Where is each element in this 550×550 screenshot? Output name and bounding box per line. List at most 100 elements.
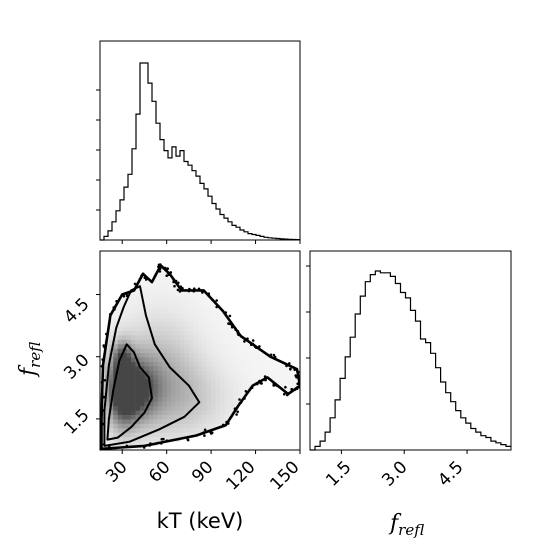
density-cell [224, 396, 230, 402]
outlier-point [138, 277, 142, 281]
outlier-point [258, 379, 261, 383]
density-cell [135, 419, 141, 424]
density-cell [197, 370, 203, 376]
density-cell [184, 348, 190, 354]
density-cell [162, 410, 167, 415]
density-cell [162, 286, 167, 292]
density-cell [206, 379, 212, 384]
density-cell [144, 436, 150, 442]
outlier-point [286, 393, 289, 397]
density-cell [202, 357, 207, 362]
density-cell [188, 343, 194, 349]
outlier-point [231, 323, 234, 327]
density-cell [255, 374, 261, 380]
density-cell [175, 299, 181, 305]
density-cell [117, 419, 123, 424]
density-cell [211, 343, 216, 349]
outlier-point [165, 439, 169, 443]
outlier-point [272, 353, 276, 357]
density-cell [295, 379, 300, 384]
density-cell [144, 330, 150, 336]
density-cell [202, 343, 207, 349]
density-cell [135, 388, 141, 393]
density-cell [126, 326, 132, 331]
density-cell [166, 419, 172, 424]
density-cell [157, 348, 163, 354]
density-cell [193, 383, 199, 389]
density-cell [162, 361, 167, 367]
density-cell [162, 282, 167, 287]
density-cell [197, 379, 203, 384]
density-cell [153, 392, 159, 398]
density-cell [126, 388, 132, 393]
density-cell [153, 379, 159, 384]
outlier-point [179, 285, 183, 289]
density-cell [171, 414, 176, 420]
density-cell [153, 374, 159, 380]
density-cell [180, 312, 185, 318]
density-cell [197, 330, 203, 336]
density-cell [131, 312, 136, 318]
density-cell [153, 312, 159, 318]
density-cell [188, 392, 194, 398]
density-cell [237, 335, 243, 340]
density-cell [193, 423, 199, 429]
density-cell [131, 321, 136, 327]
density-cell [122, 295, 127, 300]
density-cell [171, 299, 176, 305]
density-cell [153, 282, 159, 287]
density-cell [215, 366, 221, 371]
density-cell [148, 308, 154, 314]
outlier-point [293, 368, 297, 372]
density-cell [260, 366, 265, 371]
density-cell [206, 388, 212, 393]
density-cell [157, 330, 163, 336]
density-cell [211, 326, 216, 331]
density-cell [166, 339, 172, 345]
density-cell [246, 348, 252, 354]
density-cell [282, 366, 287, 371]
density-cell [264, 357, 270, 362]
density-cell [162, 330, 167, 336]
density-cell [180, 410, 185, 415]
density-cell [166, 423, 172, 429]
density-cell [108, 370, 114, 376]
density-cell [126, 339, 132, 345]
density-cell [184, 361, 190, 367]
density-cell [157, 388, 163, 393]
density-cell [135, 343, 141, 349]
density-cell [171, 304, 176, 309]
density-cell [228, 405, 234, 411]
density-cell [188, 405, 194, 411]
density-cell [286, 370, 292, 376]
density-cell [220, 352, 225, 358]
density-cell [157, 282, 163, 287]
density-cell [180, 423, 185, 429]
density-cell [273, 366, 279, 371]
density-cell [175, 396, 181, 402]
density-cell [162, 405, 167, 411]
density-cell [144, 290, 150, 296]
density-cell [175, 370, 181, 376]
density-cell [286, 383, 292, 389]
density-cell [126, 335, 132, 340]
density-cell [148, 321, 154, 327]
density-cell [228, 335, 234, 340]
density-cell [188, 379, 194, 384]
outlier-point [172, 280, 175, 284]
density-cell [166, 361, 172, 367]
joint-x-tick-label: 30 [102, 457, 131, 486]
density-cell [153, 396, 159, 402]
density-cell [113, 357, 119, 362]
density-cell [233, 396, 239, 402]
density-cell [211, 392, 216, 398]
density-cell [220, 326, 225, 331]
frefl-subscript: refl [26, 342, 44, 368]
density-cell [233, 343, 239, 349]
density-cell [171, 361, 176, 367]
outlier-point [160, 437, 164, 441]
outlier-point [129, 290, 133, 293]
density-cell [113, 392, 119, 398]
density-cell [171, 286, 176, 292]
density-cell [215, 374, 221, 380]
